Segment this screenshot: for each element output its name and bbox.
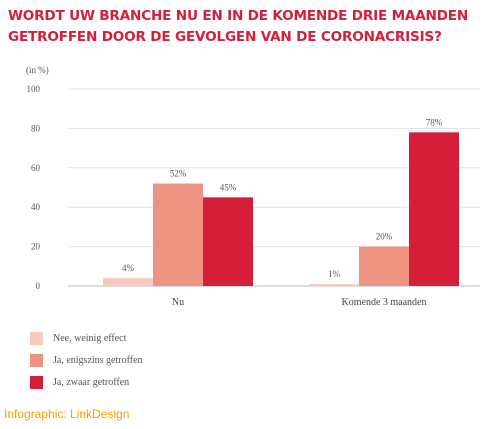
infographic-credit: Infographic: LinkDesign [4,407,130,421]
legend-label-nee-weinig-effect: Nee, weinig effect [53,332,127,344]
y-tick-labels: 0 20 40 60 80 100 [27,84,41,291]
chart-title: WORDT UW BRANCHE NU EN IN DE KOMENDE DRI… [8,6,496,48]
value-label-komende-3-maanden-ja-enigszins-getroffen: 20% [376,232,393,242]
legend-swatch-ja-zwaar-getroffen [30,375,43,389]
legend-item-nee-weinig-effect: Nee, weinig effect [30,327,143,349]
legend-item-ja-enigszins-getroffen: Ja, enigszins getroffen [30,349,143,371]
bar-chart: (in %) 0 20 40 60 80 100 4% 52% 45% 1% 20% 78% Nu K… [26,65,480,308]
value-labels: 4% 52% 45% 1% 20% 78% [122,117,443,279]
value-label-nu-nee-weinig-effect: 4% [122,263,135,273]
bar-nu-ja-enigszins-getroffen [153,183,203,286]
value-label-nu-ja-zwaar-getroffen: 45% [220,182,237,192]
bar-nu-nee-weinig-effect [103,278,153,286]
bar-komende-3-maanden-ja-zwaar-getroffen [409,132,459,286]
legend-swatch-ja-enigszins-getroffen [30,353,43,367]
chart-title-line-2: GETROFFEN DOOR DE GEVOLGEN VAN DE CORONA… [8,29,442,45]
y-tick-label-40: 40 [31,202,41,212]
value-label-komende-3-maanden-nee-weinig-effect: 1% [328,269,341,279]
legend-item-ja-zwaar-getroffen: Ja, zwaar getroffen [30,371,143,393]
y-tick-label-0: 0 [36,281,41,291]
bar-nu-ja-zwaar-getroffen [203,197,253,286]
y-tick-label-100: 100 [27,84,41,94]
bars [103,132,459,286]
legend-swatch-nee-weinig-effect [30,331,43,345]
y-tick-label-60: 60 [31,163,41,173]
bar-komende-3-maanden-nee-weinig-effect [309,284,359,286]
y-tick-label-20: 20 [31,242,41,252]
x-tick-labels: Nu Komende 3 maanden [172,297,427,308]
x-tick-label-komende-3-maanden: Komende 3 maanden [342,297,427,308]
chart-title-line-1: WORDT UW BRANCHE NU EN IN DE KOMENDE DRI… [8,8,469,24]
unit-label: (in %) [26,65,49,75]
y-tick-label-80: 80 [31,123,41,133]
bar-komende-3-maanden-ja-enigszins-getroffen [359,246,409,286]
legend-label-ja-zwaar-getroffen: Ja, zwaar getroffen [53,376,130,388]
value-label-nu-ja-enigszins-getroffen: 52% [170,169,187,179]
x-tick-label-nu: Nu [172,297,184,308]
legend-label-ja-enigszins-getroffen: Ja, enigszins getroffen [53,354,143,366]
value-label-komende-3-maanden-ja-zwaar-getroffen: 78% [426,117,443,127]
legend: Nee, weinig effect Ja, enigszins getroff… [30,327,143,393]
